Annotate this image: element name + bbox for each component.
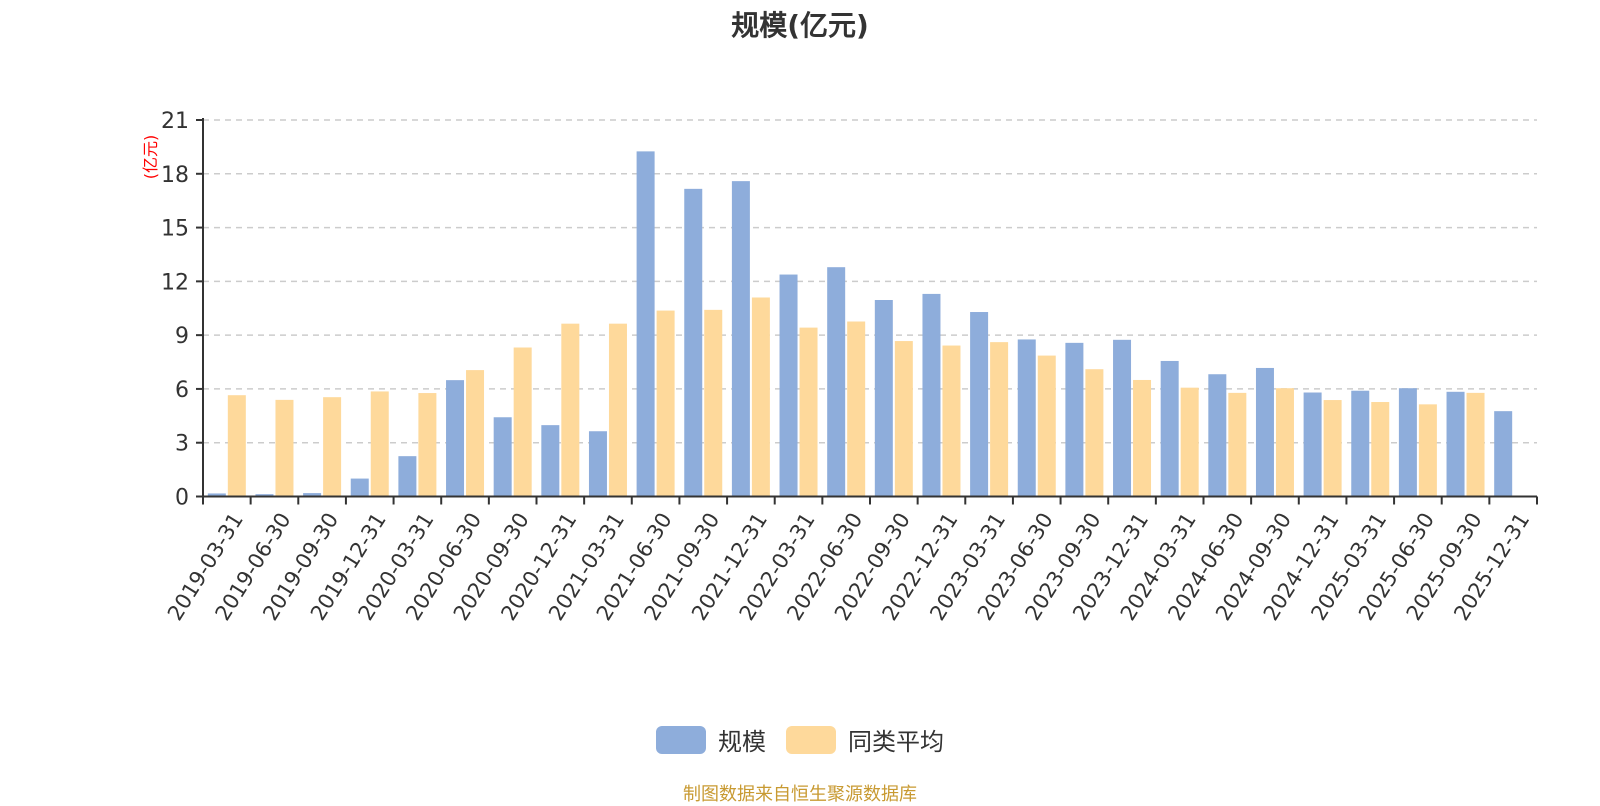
bar-scale[interactable] (1494, 411, 1513, 497)
bar-average[interactable] (513, 347, 532, 497)
bar-scale[interactable] (255, 494, 274, 497)
bar-average[interactable] (1466, 392, 1485, 497)
bar-average[interactable] (1228, 392, 1247, 497)
bar-scale[interactable] (1255, 367, 1274, 497)
bar-average[interactable] (1037, 355, 1056, 497)
bar-average[interactable] (418, 393, 437, 497)
bar-scale[interactable] (1208, 374, 1227, 497)
legend-swatch-scale (656, 725, 706, 754)
legend-item-scale[interactable]: 规模 (656, 722, 766, 757)
bar-average[interactable] (227, 395, 246, 497)
bar-average[interactable] (1418, 404, 1437, 497)
bar-average[interactable] (704, 309, 723, 497)
bar-average[interactable] (656, 310, 675, 497)
bar-average[interactable] (1323, 400, 1342, 497)
bar-average[interactable] (799, 327, 818, 497)
y-tick-label: 9 (175, 324, 189, 349)
bar-average[interactable] (751, 297, 770, 497)
bar-average[interactable] (1180, 387, 1199, 497)
legend-label-scale: 规模 (718, 728, 766, 756)
bar-average[interactable] (561, 323, 580, 497)
bar-scale[interactable] (874, 300, 893, 497)
bar-average[interactable] (1371, 402, 1390, 497)
y-tick-label: 21 (161, 109, 189, 134)
data-source-footer: 制图数据来自恒生聚源数据库 (683, 784, 917, 805)
bar-scale[interactable] (1065, 342, 1084, 497)
bar-scale[interactable] (1113, 339, 1132, 497)
bar-average[interactable] (466, 370, 485, 497)
bar-scale[interactable] (1398, 388, 1417, 497)
bar-scale[interactable] (1351, 390, 1370, 497)
bar-average[interactable] (990, 342, 1009, 497)
bar-scale[interactable] (922, 293, 941, 497)
bar-scale[interactable] (1160, 360, 1179, 497)
bar-average[interactable] (1085, 369, 1104, 497)
gridlines (203, 119, 1537, 444)
bar-scale[interactable] (1303, 392, 1322, 497)
bar-scale[interactable] (827, 267, 846, 497)
bar-scale[interactable] (731, 181, 750, 497)
bar-average[interactable] (894, 341, 913, 497)
bar-scale[interactable] (1446, 391, 1465, 497)
bar-scale[interactable] (636, 151, 655, 497)
bar-scale[interactable] (541, 425, 560, 497)
y-tick-label: 6 (175, 378, 189, 403)
legend-swatch-avg (786, 725, 836, 754)
y-tick-label: 18 (161, 163, 189, 188)
y-tick-label: 3 (175, 432, 189, 457)
bar-scale[interactable] (779, 274, 798, 497)
bar-average[interactable] (1133, 379, 1152, 497)
bar-average[interactable] (1275, 388, 1294, 497)
legend-item-avg[interactable]: 同类平均 (786, 722, 944, 757)
bars (207, 151, 1513, 497)
legend-label-avg: 同类平均 (848, 728, 944, 756)
y-tick-label: 0 (175, 486, 189, 511)
bar-scale[interactable] (493, 417, 512, 497)
bar-scale[interactable] (684, 188, 703, 497)
bar-average[interactable] (275, 399, 294, 497)
chart-title: 规模(亿元) (731, 9, 869, 42)
bar-scale[interactable] (970, 312, 989, 497)
y-tick-label: 15 (161, 217, 189, 242)
bar-scale[interactable] (303, 493, 322, 497)
bar-average[interactable] (847, 321, 866, 497)
bar-scale[interactable] (446, 380, 465, 497)
legend: 规模 同类平均 (0, 722, 1600, 757)
bar-scale[interactable] (350, 478, 369, 497)
bar-scale[interactable] (398, 456, 417, 497)
bar-average[interactable] (323, 397, 342, 497)
y-tick-label: 12 (161, 270, 189, 295)
bar-average[interactable] (942, 345, 961, 497)
bar-average[interactable] (370, 391, 389, 497)
bar-scale[interactable] (207, 493, 226, 497)
bar-scale[interactable] (1017, 339, 1036, 497)
bar-scale[interactable] (588, 431, 607, 497)
bar-average[interactable] (608, 323, 627, 497)
